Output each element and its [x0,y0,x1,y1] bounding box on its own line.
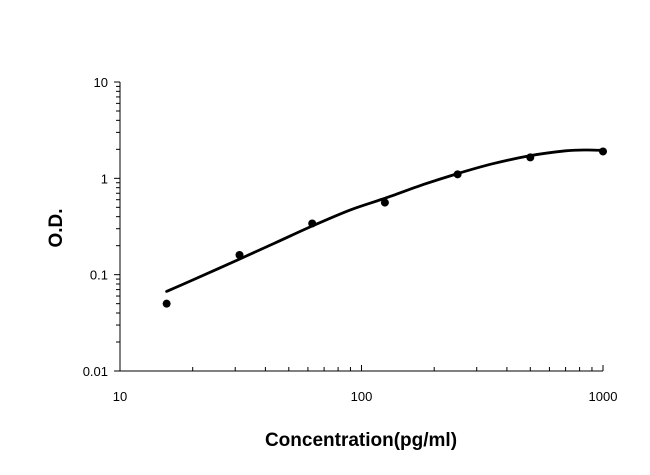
tick-labels: 0.01 0.1 1 10 10 100 1000 [83,75,618,404]
y-tick-label: 1 [101,171,108,186]
y-tick-label: 10 [94,75,108,90]
data-point [453,170,462,179]
fit-curve-layer [165,148,605,293]
y-tick-label: 0.1 [90,268,108,283]
x-tick-label: 1000 [589,389,618,404]
data-point [380,198,389,207]
data-point [235,251,244,260]
x-tick-label: 10 [113,389,127,404]
fit-curve-line [165,148,605,293]
y-tick-label: 0.01 [83,364,108,379]
y-axis-title: O.D. [46,208,67,247]
axes [114,81,604,372]
data-point [526,153,535,162]
x-axis-title: Concentration(pg/ml) [265,430,457,451]
data-point [162,299,171,308]
data-point [308,219,317,228]
data-points-layer [162,147,607,308]
data-point [599,147,607,156]
x-tick-label: 100 [351,389,373,404]
